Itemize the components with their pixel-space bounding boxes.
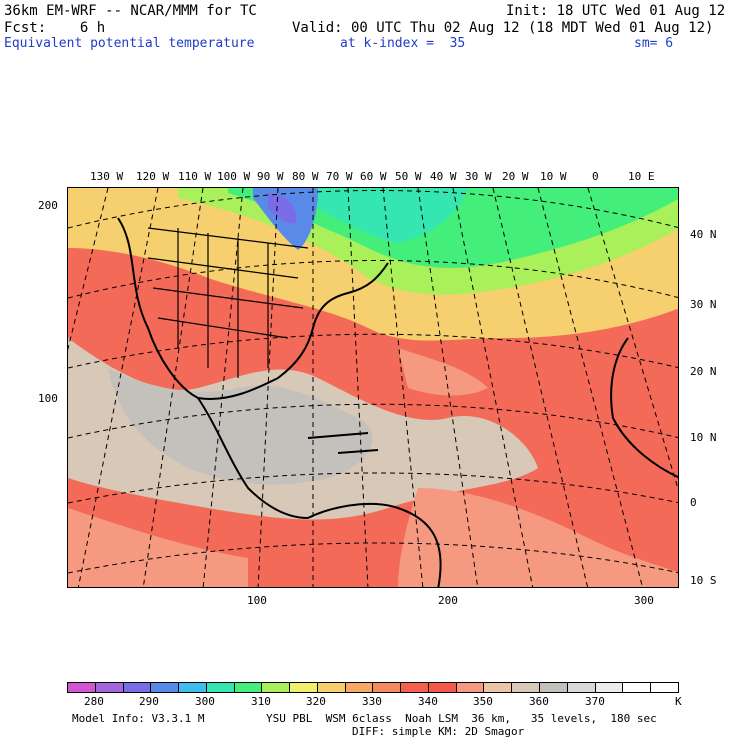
- grid-y-label: 200: [38, 199, 58, 212]
- lon-label: 80 W: [292, 170, 319, 183]
- scale-swatch: [456, 683, 485, 692]
- lat-label: 10 S: [690, 574, 717, 587]
- k-index: at k-index = 35: [340, 36, 466, 51]
- lon-label: 40 W: [430, 170, 457, 183]
- lon-label: 90 W: [257, 170, 284, 183]
- init-time: Init: 18 UTC Wed 01 Aug 12: [506, 3, 726, 19]
- lat-label: 30 N: [690, 298, 717, 311]
- lon-label: 10 E: [628, 170, 655, 183]
- scale-swatch: [317, 683, 346, 692]
- grid-x-label: 100: [247, 594, 267, 607]
- scale-swatch: [179, 683, 207, 692]
- model-title: 36km EM-WRF -- NCAR/MMM for TC: [4, 3, 257, 19]
- smoothing: sm= 6: [634, 36, 674, 51]
- lat-label: 20 N: [690, 365, 717, 378]
- scale-label: 370: [585, 695, 605, 708]
- lon-label: 30 W: [465, 170, 492, 183]
- scale-swatch: [262, 683, 291, 692]
- scale-label: 300: [195, 695, 215, 708]
- lon-label: 100 W: [217, 170, 251, 183]
- scale-swatch: [345, 683, 374, 692]
- scale-swatch: [567, 683, 596, 692]
- grid-y-label: 100: [38, 392, 58, 405]
- color-scale-labels: 280 290 300 310 320 330 340 350 360 370 …: [67, 696, 707, 708]
- scale-label: 360: [529, 695, 549, 708]
- lon-label: 70 W: [326, 170, 353, 183]
- lon-label: 110 W: [178, 170, 212, 183]
- lon-label: 20 W: [502, 170, 529, 183]
- scale-label: 350: [473, 695, 493, 708]
- scale-swatch: [206, 683, 235, 692]
- physics-line-1: YSU PBL WSM 6class Noah LSM 36 km, 35 le…: [266, 712, 657, 725]
- lon-label: 0: [592, 170, 599, 183]
- color-scale: [67, 682, 679, 693]
- scale-swatch: [623, 683, 652, 692]
- lat-label: 0: [690, 496, 697, 509]
- scale-label: 330: [362, 695, 382, 708]
- scale-label: 290: [139, 695, 159, 708]
- scale-swatch: [512, 683, 541, 692]
- scale-swatch: [540, 683, 568, 692]
- scale-label: 310: [251, 695, 271, 708]
- lon-label: 60 W: [360, 170, 387, 183]
- theta-e-map: [67, 187, 679, 588]
- grid-x-label: 200: [438, 594, 458, 607]
- scale-swatch: [651, 683, 678, 692]
- lat-label: 40 N: [690, 228, 717, 241]
- scale-swatch: [151, 683, 180, 692]
- lon-label: 10 W: [540, 170, 567, 183]
- scale-swatch: [95, 683, 124, 692]
- map-canvas: [68, 188, 678, 587]
- scale-label: 340: [418, 695, 438, 708]
- scale-label: 320: [306, 695, 326, 708]
- scale-swatch: [373, 683, 402, 692]
- scale-swatch: [595, 683, 624, 692]
- scale-swatch: [484, 683, 513, 692]
- scale-swatch: [123, 683, 152, 692]
- model-info: Model Info: V3.3.1 M: [72, 712, 205, 725]
- scale-unit: K: [675, 695, 682, 708]
- field-title: Equivalent potential temperature: [4, 36, 255, 51]
- lon-label: 130 W: [90, 170, 124, 183]
- scale-swatch: [290, 683, 318, 692]
- lon-label: 120 W: [136, 170, 170, 183]
- scale-swatch: [234, 683, 263, 692]
- scale-label: 280: [84, 695, 104, 708]
- lon-label: 50 W: [395, 170, 422, 183]
- scale-swatch: [401, 683, 429, 692]
- scale-swatch: [68, 683, 96, 692]
- physics-line-2: DIFF: simple KM: 2D Smagor: [352, 725, 525, 738]
- forecast-hour: Fcst: 6 h: [4, 20, 106, 36]
- valid-time: Valid: 00 UTC Thu 02 Aug 12 (18 MDT Wed …: [292, 20, 714, 36]
- lat-label: 10 N: [690, 431, 717, 444]
- scale-swatch: [428, 683, 457, 692]
- grid-x-label: 300: [634, 594, 654, 607]
